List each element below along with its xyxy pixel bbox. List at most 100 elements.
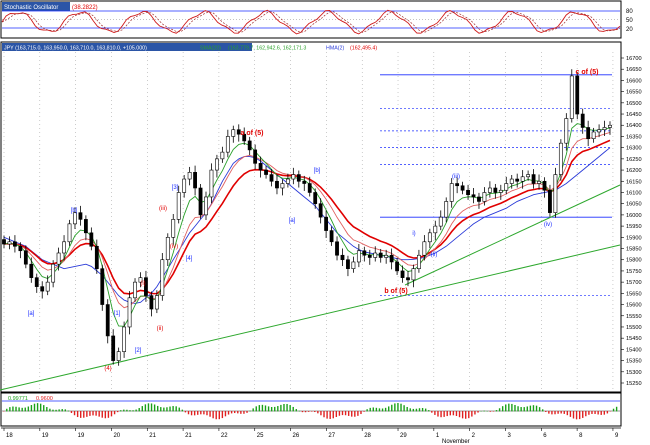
candle-body (482, 192, 487, 202)
candle-body (149, 295, 154, 310)
wave-label: [2] (135, 348, 142, 354)
candle-body (586, 127, 591, 139)
candle-body (515, 178, 520, 182)
macd-bar (326, 411, 328, 419)
price-tick-label: 16050 (626, 202, 642, 208)
macd-bar (585, 411, 587, 417)
candle-body (395, 261, 399, 272)
price-panel: JPY (163,715.0, 163,950.0, 163,710.0, 16… (0, 41, 642, 393)
wave-label: [a] (28, 311, 35, 317)
wave-label: (iv) (544, 222, 552, 228)
candle-body (597, 129, 601, 133)
macd-bar (200, 411, 202, 415)
candle-body (83, 219, 88, 234)
candle-body (346, 259, 350, 269)
candle-body (548, 189, 552, 213)
candle-body (558, 142, 563, 175)
macd-bar (203, 411, 205, 415)
price-tick-label: 15700 (626, 280, 642, 286)
candle-body (591, 131, 596, 139)
price-tick-label: 16600 (626, 78, 642, 84)
macd-bar (258, 405, 261, 412)
macd-bar (49, 408, 51, 412)
price-tick-label: 16350 (626, 134, 642, 140)
candle-body (373, 252, 378, 258)
price-tick-label: 15750 (626, 269, 642, 275)
macd-bar (172, 406, 174, 412)
price-tick-label: 15350 (626, 359, 642, 365)
macd-bar (261, 404, 264, 412)
time-tick-label: 6 (543, 433, 547, 439)
macd-bar (606, 411, 609, 414)
candle-body (313, 192, 318, 204)
candle-body (171, 219, 176, 238)
macd-bar (123, 409, 125, 412)
sma-value: (163,779.7, 162,942.6, 162,171.3 (228, 46, 306, 52)
macd-bar (224, 411, 227, 417)
macd-bar (280, 404, 282, 412)
price-axis: 16700 16650 16600 16550 16500 16450 16400 16350… (621, 56, 642, 387)
macd-bar (597, 411, 599, 415)
candle-body (23, 250, 28, 265)
macd-bar (169, 406, 171, 412)
stochastic-title: Stochastic Oscillator (4, 5, 58, 11)
macd-bar (347, 411, 350, 416)
macd-bar (489, 411, 492, 412)
candle-body (73, 212, 77, 225)
macd-bar (193, 411, 196, 416)
macd-bar (289, 405, 291, 412)
time-axis: 18 19 19 20 21 21 22 25 26 27 28 29 1 2 3 6 8 9 (1, 427, 621, 439)
macd-bar (492, 411, 495, 412)
macd-bar (212, 411, 214, 419)
wave-label: (4) (104, 366, 111, 372)
macd-bar (535, 405, 538, 412)
candle-body (225, 136, 230, 153)
candle-body (236, 129, 241, 135)
price-title: JPY (163,715.0, 163,950.0, 163,710.0, 16… (4, 46, 147, 52)
macd-bar (190, 411, 193, 416)
time-tick-label: 3 (507, 433, 511, 439)
macd-bar (520, 407, 522, 412)
macd-panel: 0.99771 0.9600 (0, 392, 622, 427)
macd-bar (12, 406, 14, 412)
candle-body (264, 169, 268, 175)
candle-body (7, 241, 12, 245)
macd-bar (215, 411, 217, 420)
candle-body (220, 151, 225, 160)
macd-bar (505, 404, 507, 412)
macd-bar (431, 411, 433, 413)
time-tick-label: 2 (472, 433, 476, 439)
candle-body (133, 281, 137, 299)
candle-body (291, 174, 296, 180)
price-tick-label: 15300 (626, 370, 642, 376)
time-tick-label: 19 (78, 433, 85, 439)
candle-body (569, 75, 574, 119)
candle-body (13, 241, 17, 247)
candle-body (89, 232, 94, 247)
candle-body (384, 254, 389, 258)
macd-bar (344, 411, 347, 416)
stochastic-header-bar (2, 2, 70, 11)
macd-bar (471, 411, 473, 417)
price-tick-label: 15850 (626, 247, 642, 253)
macd-bar (449, 411, 451, 416)
macd-bar (197, 411, 199, 415)
candle-body (204, 196, 208, 216)
macd-bar (391, 404, 393, 412)
macd-bar (434, 411, 436, 415)
stochastic-lines (1, 9, 621, 35)
macd-bar (557, 411, 559, 414)
macd-bar (545, 411, 547, 412)
month-label: November (442, 439, 470, 445)
candle-body (144, 277, 148, 296)
time-tick-label: 27 (328, 433, 335, 439)
macd-bar (366, 409, 368, 412)
macd-bar (70, 411, 73, 414)
macd-bar (566, 411, 569, 416)
macd-bar (255, 406, 257, 412)
macd-bar (443, 411, 445, 417)
candle-body (94, 245, 99, 269)
wave-label: (i) (140, 281, 145, 287)
macd-value-green: 0.99771 (8, 396, 28, 402)
macd-bar (83, 411, 85, 418)
